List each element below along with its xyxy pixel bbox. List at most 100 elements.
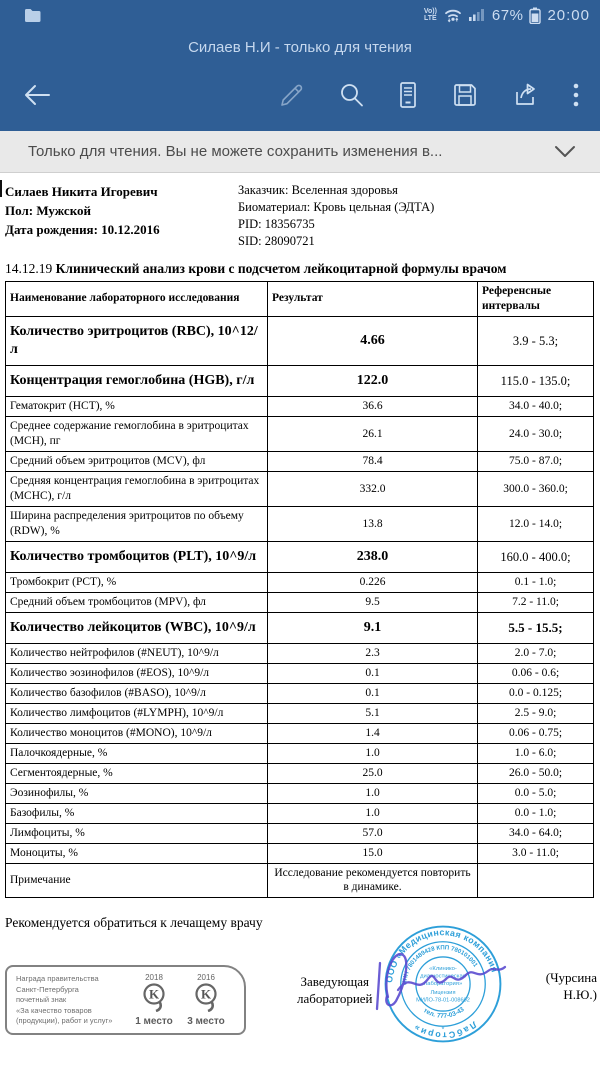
toolbar bbox=[0, 64, 600, 126]
parameter-name: Количество тромбоцитов (PLT), 10^9/л bbox=[5, 540, 268, 574]
result-value: 122.0 bbox=[267, 365, 478, 398]
parameter-name: Средний объем тромбоцитов (MPV), фл bbox=[5, 592, 268, 613]
result-value: 15.0 bbox=[267, 842, 478, 864]
result-value: 5.1 bbox=[267, 703, 478, 724]
parameter-name: Базофилы, % bbox=[5, 802, 268, 824]
clock: 20:00 bbox=[547, 6, 590, 24]
reference-interval: 34.0 - 40.0; bbox=[477, 396, 594, 418]
patient-info-block: Силаев Никита Игоревич Пол: Мужской Дата… bbox=[0, 173, 600, 250]
svg-text:МИЛО-78-01-008602: МИЛО-78-01-008602 bbox=[416, 998, 470, 1004]
reference-interval: 160.0 - 400.0; bbox=[477, 540, 594, 574]
table-row: Сегментоядерные, % 25.0 26.0 - 50.0; bbox=[5, 762, 594, 784]
table-row: Базофилы, % 1.0 0.0 - 1.0; bbox=[5, 802, 594, 824]
result-value: 36.6 bbox=[267, 396, 478, 418]
order-sid: SID: 28090721 bbox=[238, 234, 315, 248]
quality-mark-2018: 2018 K 1 место bbox=[135, 973, 173, 1028]
pencil-icon[interactable] bbox=[279, 82, 305, 108]
signer-name: (Чурсина Н.Ю.) bbox=[545, 970, 597, 1003]
parameter-name: Эозинофилы, % bbox=[5, 782, 268, 804]
search-icon[interactable] bbox=[338, 82, 364, 108]
award-line: почетный знак bbox=[16, 995, 67, 1005]
parameter-name: Палочкоядерные, % bbox=[5, 742, 268, 764]
table-row: Количество нейтрофилов (#NEUT), 10^9/л 2.… bbox=[5, 643, 594, 665]
table-row: Примечание Исследование рекомендуется пов… bbox=[5, 862, 594, 899]
result-value: 332.0 bbox=[267, 471, 478, 508]
signal-icon bbox=[468, 8, 486, 22]
svg-text:*: * bbox=[442, 1025, 445, 1034]
parameter-name: Примечание bbox=[5, 862, 268, 899]
result-value: 13.8 bbox=[267, 506, 478, 542]
chevron-down-icon[interactable] bbox=[554, 145, 576, 159]
document-title: Силаев Н.И - только для чтения bbox=[188, 38, 412, 56]
result-value: 25.0 bbox=[267, 762, 478, 784]
parameter-name: Средний объем эритроцитов (MCV), фл bbox=[5, 451, 268, 473]
quality-mark-2016: 2016 K 3 место bbox=[187, 973, 225, 1028]
quality-k-icon: K bbox=[195, 983, 217, 1013]
table-row: Эозинофилы, % 1.0 0.0 - 5.0; bbox=[5, 782, 594, 804]
overflow-menu-icon[interactable] bbox=[572, 82, 580, 108]
col-header-result: Результат bbox=[267, 281, 478, 317]
col-header-reference: Референсные интервалы bbox=[477, 281, 594, 317]
table-row: Лимфоциты, % 57.0 34.0 - 64.0; bbox=[5, 822, 594, 844]
result-value: 2.3 bbox=[267, 643, 478, 665]
result-value: 26.1 bbox=[267, 416, 478, 453]
table-row: Моноциты, %+15.03.0 - 11.0; bbox=[5, 842, 594, 864]
reference-interval: 5.5 - 15.5; bbox=[477, 611, 594, 645]
reference-interval: 3.0 - 11.0; bbox=[477, 842, 594, 864]
result-value: 4.66 bbox=[267, 315, 478, 367]
result-value: 1.0 bbox=[267, 742, 478, 764]
save-icon[interactable] bbox=[452, 82, 478, 108]
result-value: 238.0 bbox=[267, 540, 478, 574]
reference-interval: 2.5 - 9.0; bbox=[477, 703, 594, 724]
readonly-message: Только для чтения. Вы не можете сохранит… bbox=[28, 143, 443, 160]
reference-interval: 300.0 - 360.0; bbox=[477, 471, 594, 508]
reference-interval: 7.2 - 11.0; bbox=[477, 592, 594, 613]
document-page: Силаев Никита Игоревич Пол: Мужской Дата… bbox=[0, 173, 600, 1065]
reference-interval: 0.0 - 0.125; bbox=[477, 683, 594, 704]
parameter-name: Количество эозинофилов (#EOS), 10^9/л bbox=[5, 663, 268, 685]
report-heading: 14.12.19 Клинический анализ крови с подс… bbox=[0, 261, 600, 277]
mobile-view-icon[interactable] bbox=[397, 81, 419, 109]
reference-interval: 0.06 - 0.75; bbox=[477, 722, 594, 744]
volte-indicator: Vo)) LTE bbox=[423, 8, 437, 22]
lab-stamp: ООО «Медицинская компания ЛабСтори» ИНН … bbox=[375, 919, 508, 1049]
result-value: 57.0 bbox=[267, 822, 478, 844]
app-chrome: Vo)) LTE bbox=[0, 0, 600, 131]
reference-interval: 2.0 - 7.0; bbox=[477, 643, 594, 665]
results-table: Наименование лабораторного исследования … bbox=[5, 281, 594, 899]
parameter-name: Лимфоциты, % bbox=[5, 822, 268, 844]
battery-percent: 67% bbox=[491, 6, 524, 24]
result-value: 1.0 bbox=[267, 782, 478, 804]
parameter-name: Гематокрит (HCT), % bbox=[5, 396, 268, 418]
table-row: Тромбокрит (PCT), % 0.226 0.1 - 1.0; bbox=[5, 572, 594, 594]
title-bar: Силаев Н.И - только для чтения bbox=[0, 30, 600, 64]
share-icon[interactable] bbox=[511, 82, 539, 108]
result-value: 1.4 bbox=[267, 722, 478, 744]
award-line: «За качество товаров bbox=[16, 1005, 92, 1015]
battery-icon bbox=[529, 7, 542, 24]
result-value: 78.4 bbox=[267, 451, 478, 473]
result-value: Исследование рекомендуется повторить в д… bbox=[267, 862, 478, 899]
wifi-icon bbox=[443, 7, 463, 23]
reference-interval: 12.0 - 14.0; bbox=[477, 506, 594, 542]
patient-name: Силаев Никита Игоревич bbox=[5, 184, 158, 199]
table-row: Количество лейкоцитов (WBC), 10^9/л 9.1 5.… bbox=[5, 611, 594, 645]
parameter-name: Тромбокрит (PCT), % bbox=[5, 572, 268, 594]
reference-interval: 3.9 - 5.3; bbox=[477, 315, 594, 367]
parameter-name: Сегментоядерные, % bbox=[5, 762, 268, 784]
table-row: Количество эозинофилов (#EOS), 10^9/л 0.1… bbox=[5, 663, 594, 685]
parameter-name: Количество эритроцитов (RBC), 10^12/л bbox=[5, 315, 268, 367]
table-row: Гематокрит (HCT), % 36.6 34.0 - 40.0; bbox=[5, 396, 594, 418]
readonly-banner[interactable]: Только для чтения. Вы не можете сохранит… bbox=[0, 131, 600, 173]
table-row: Количество лимфоцитов (#LYMPH), 10^9/л 5.… bbox=[5, 703, 594, 724]
award-line: Награда правительства bbox=[16, 974, 99, 984]
table-row: Средний объем тромбоцитов (MPV), фл 9.5 7.… bbox=[5, 592, 594, 613]
report-date: 14.12.19 bbox=[5, 261, 53, 276]
table-row: Средний объем эритроцитов (MCV), фл 78.4 7… bbox=[5, 451, 594, 473]
table-row: Количество тромбоцитов (PLT), 10^9/л 238.… bbox=[5, 540, 594, 574]
table-row: Количество базофилов (#BASO), 10^9/л 0.1 0… bbox=[5, 683, 594, 704]
back-arrow-icon[interactable] bbox=[22, 82, 52, 108]
result-value: 9.1 bbox=[267, 611, 478, 645]
report-title: Клинический анализ крови с подсчетом лей… bbox=[55, 261, 507, 276]
